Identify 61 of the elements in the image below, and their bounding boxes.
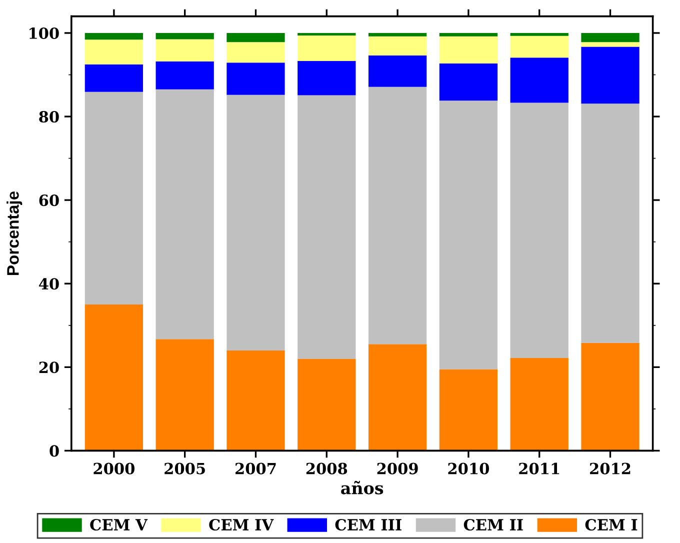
bar bbox=[156, 33, 214, 40]
bar bbox=[298, 95, 356, 359]
bar bbox=[368, 33, 427, 36]
y-tick-label: 80 bbox=[39, 111, 59, 123]
bar bbox=[226, 33, 285, 42]
bar bbox=[581, 104, 640, 343]
bar bbox=[581, 46, 640, 104]
bar bbox=[156, 89, 214, 340]
x-axis-title: años bbox=[341, 480, 384, 494]
y-tick-label: 0 bbox=[50, 445, 59, 457]
bar bbox=[226, 62, 285, 95]
bar bbox=[84, 92, 144, 304]
bar bbox=[439, 63, 498, 101]
bar bbox=[581, 42, 640, 47]
x-tick-label: 2000 bbox=[94, 462, 134, 474]
bar bbox=[84, 304, 144, 451]
x-tick-label: 2008 bbox=[306, 462, 348, 474]
bar bbox=[84, 40, 144, 64]
bar bbox=[156, 61, 214, 90]
bar bbox=[510, 58, 568, 103]
bar bbox=[439, 33, 498, 36]
bar bbox=[84, 33, 144, 40]
bar bbox=[156, 39, 214, 62]
bar bbox=[84, 64, 144, 92]
x-tick-label: 2012 bbox=[590, 462, 630, 474]
bar bbox=[581, 342, 640, 451]
bar bbox=[226, 350, 285, 451]
y-tick-label: 60 bbox=[39, 194, 59, 206]
bar bbox=[510, 33, 568, 36]
x-tick-label: 2009 bbox=[377, 462, 418, 474]
x-tick-label: 2005 bbox=[164, 462, 205, 474]
bar bbox=[368, 86, 427, 344]
bar bbox=[439, 100, 498, 370]
x-tick-label: 2007 bbox=[236, 462, 276, 474]
legend-label: CEM V bbox=[90, 518, 148, 531]
y-tick-label: 40 bbox=[38, 278, 59, 290]
y-tick-label: 100 bbox=[30, 27, 59, 40]
bar bbox=[581, 33, 640, 42]
bar bbox=[368, 344, 427, 451]
bar bbox=[298, 358, 356, 451]
bar bbox=[439, 369, 498, 451]
bar bbox=[298, 36, 356, 61]
bar bbox=[298, 33, 356, 36]
bar bbox=[368, 36, 427, 56]
bar bbox=[439, 36, 498, 64]
legend-label: CEM III bbox=[335, 518, 402, 531]
legend-label: CEM IV bbox=[209, 518, 274, 531]
legend-label: CEM I bbox=[585, 518, 638, 531]
y-tick-label: 20 bbox=[39, 362, 59, 374]
bar bbox=[156, 339, 214, 451]
bar bbox=[298, 60, 356, 96]
x-tick-label: 2011 bbox=[519, 462, 560, 474]
legend-label: CEM II bbox=[464, 518, 523, 531]
x-tick-label: 2010 bbox=[448, 462, 489, 474]
y-axis-title: Porcentaje bbox=[6, 191, 22, 275]
bar bbox=[510, 102, 568, 358]
bar bbox=[368, 56, 427, 87]
bar bbox=[226, 42, 285, 63]
bar bbox=[226, 94, 285, 350]
bar bbox=[510, 36, 568, 58]
bar bbox=[510, 358, 568, 451]
